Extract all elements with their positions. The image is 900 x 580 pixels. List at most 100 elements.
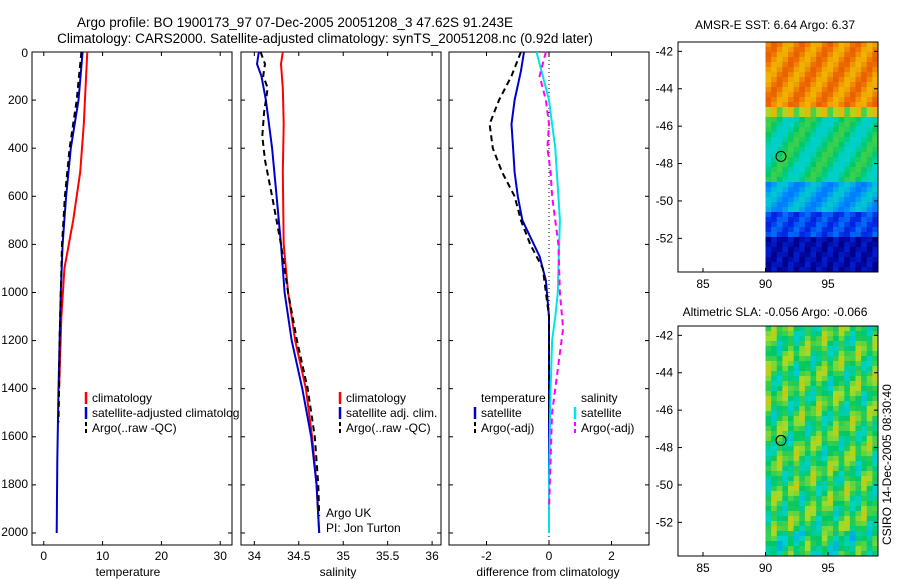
heatmap-cell (827, 386, 834, 392)
heatmap-cell (788, 237, 795, 243)
heatmap-cell (799, 341, 806, 347)
heatmap-cell (816, 361, 823, 367)
heatmap-cell (844, 212, 851, 218)
heatmap-cell (844, 57, 851, 63)
heatmap-cell (861, 137, 868, 143)
heatmap-cell (872, 142, 879, 148)
heatmap-cell (821, 247, 828, 253)
heatmap-cell (821, 366, 828, 372)
heatmap-cell (866, 496, 873, 502)
heatmap-cell (821, 536, 828, 542)
heatmap-cell (788, 202, 795, 208)
heatmap-cell (782, 67, 789, 73)
heatmap-cell (788, 227, 795, 233)
heatmap-cell (776, 536, 783, 542)
heatmap-cell (771, 411, 778, 417)
heatmap-cell (827, 411, 834, 417)
heatmap-cell (765, 406, 772, 412)
heatmap-cell (816, 371, 823, 377)
heatmap-cell (844, 137, 851, 143)
heatmap-cell (793, 137, 800, 143)
heatmap-cell (776, 192, 783, 198)
heatmap-cell (861, 516, 868, 522)
heatmap-cell (804, 326, 812, 332)
heatmap-cell (866, 411, 873, 417)
heatmap-cell (771, 406, 778, 412)
heatmap-cell (866, 441, 873, 447)
heatmap-cell (771, 351, 778, 357)
heatmap-cell (872, 207, 879, 213)
heatmap-cell (844, 207, 851, 213)
heatmap-cell (765, 446, 772, 452)
heatmap-cell (816, 247, 823, 253)
heatmap-cell (821, 267, 828, 273)
heatmap-cell (788, 521, 795, 527)
heatmap-cell (799, 526, 806, 532)
heatmap-cell (833, 147, 840, 153)
heatmap-cell (838, 451, 845, 457)
heatmap-cell (849, 147, 857, 153)
heatmap-cell (866, 127, 873, 133)
heatmap-cell (788, 476, 795, 482)
heatmap-cell (816, 262, 823, 268)
heatmap-cell (872, 471, 879, 477)
heatmap-cell (793, 406, 800, 412)
heatmap-cell (827, 47, 834, 53)
heatmap-cell (804, 67, 812, 73)
heatmap-cell (861, 177, 868, 183)
heatmap-cell (793, 341, 800, 347)
heatmap-cell (799, 157, 806, 163)
heatmap-cell (782, 97, 789, 103)
heatmap-cell (776, 426, 783, 432)
heatmap-cell (838, 167, 845, 173)
heatmap-cell (855, 187, 862, 193)
heatmap-cell (866, 371, 873, 377)
heatmap-cell (821, 202, 828, 208)
heatmap-cell (810, 466, 817, 472)
heatmap-cell (827, 346, 834, 352)
heatmap-cell (816, 102, 823, 108)
heatmap-cell (810, 187, 817, 193)
heatmap-cell (793, 52, 800, 58)
heatmap-cell (872, 152, 879, 158)
heatmap-cell (849, 546, 857, 552)
heatmap-cell (827, 132, 834, 138)
temperature-ticks: 0 10 20 30 (32, 51, 232, 563)
heatmap-cell (788, 386, 795, 392)
heatmap-cell (866, 67, 873, 73)
heatmap-cell (804, 62, 812, 68)
map-title: AMSR-E SST: 6.64 Argo: 6.37 (695, 18, 855, 32)
heatmap-cell (849, 137, 857, 143)
heatmap-cell (849, 247, 857, 253)
heatmap-cell (866, 471, 873, 477)
sst-heatmap (765, 42, 879, 273)
heatmap-cell (771, 541, 778, 547)
heatmap-cell (833, 536, 840, 542)
heatmap-cell (776, 421, 783, 427)
heatmap-cell (788, 406, 795, 412)
heatmap-cell (833, 406, 840, 412)
heatmap-cell (861, 62, 868, 68)
heatmap-cell (793, 551, 800, 557)
heatmap-cell (771, 531, 778, 537)
heatmap-cell (771, 157, 778, 163)
heatmap-cell (849, 187, 857, 193)
heatmap-cell (855, 77, 862, 83)
heatmap-cell (782, 147, 789, 153)
heatmap-cell (765, 77, 772, 83)
heatmap-cell (788, 541, 795, 547)
heatmap-cell (838, 481, 845, 487)
heatmap-cell (765, 267, 772, 273)
heatmap-cell (810, 431, 817, 437)
heatmap-cell (810, 331, 817, 337)
heatmap-cell (788, 197, 795, 203)
heatmap-cell (833, 551, 840, 557)
heatmap-cell (827, 87, 834, 93)
heatmap-cell (771, 187, 778, 193)
heatmap-cell (821, 336, 828, 342)
heatmap-cell (804, 391, 812, 397)
heatmap-cell (833, 122, 840, 128)
heatmap-cell (776, 242, 783, 248)
heatmap-cell (793, 531, 800, 537)
heatmap-cell (833, 366, 840, 372)
